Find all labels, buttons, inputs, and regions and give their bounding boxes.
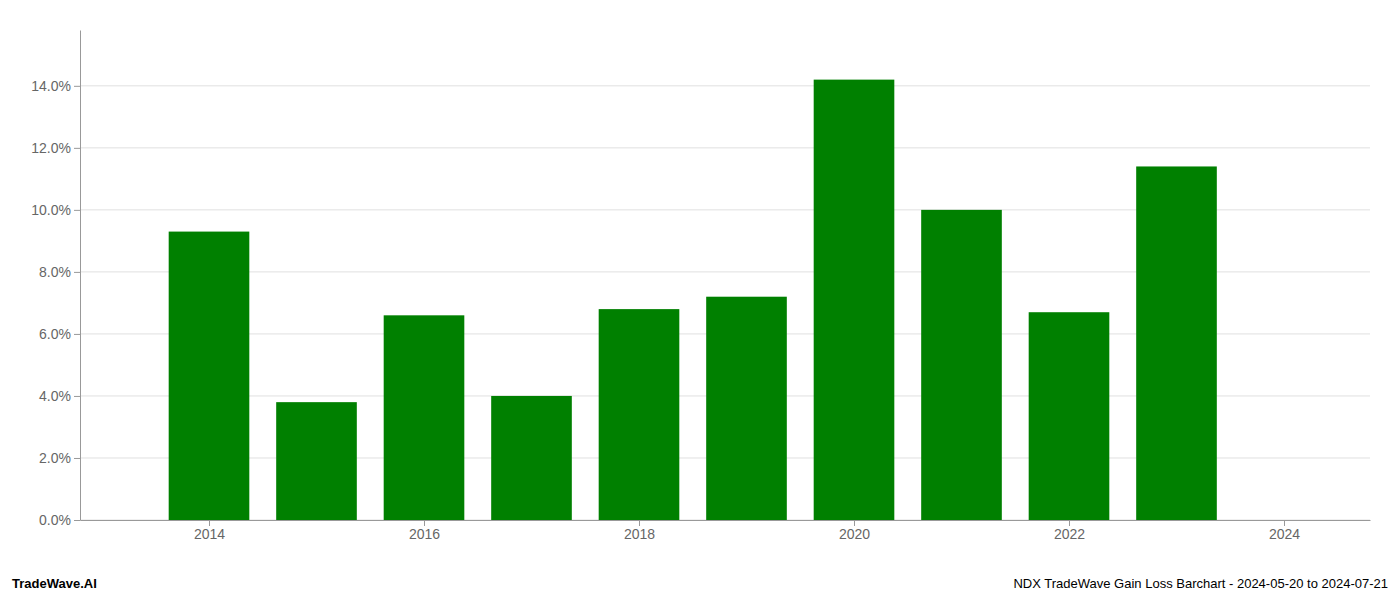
y-tick-label: 12.0%	[31, 140, 71, 156]
bar	[599, 309, 680, 520]
bar	[1136, 166, 1217, 520]
x-tick: 2016	[409, 520, 440, 542]
x-tick: 2022	[1054, 520, 1085, 542]
x-tick: 2018	[624, 520, 655, 542]
bar	[276, 402, 357, 520]
y-tick-mark	[74, 272, 80, 273]
x-tick: 2020	[839, 520, 870, 542]
bar	[706, 297, 787, 520]
x-tick: 2024	[1269, 520, 1300, 542]
bar	[1029, 312, 1110, 520]
bars	[169, 80, 1217, 520]
x-axis-line	[81, 520, 1371, 521]
x-axis: 2014 2016 2018 2020 2022 2024	[81, 520, 1371, 542]
x-tick-label: 2020	[839, 526, 870, 542]
y-tick: 10.0%	[31, 202, 80, 218]
y-tick-mark	[74, 396, 80, 397]
y-tick-label: 14.0%	[31, 78, 71, 94]
y-tick: 12.0%	[31, 140, 80, 156]
y-tick-label: 10.0%	[31, 202, 71, 218]
y-tick-label: 4.0%	[39, 388, 71, 404]
y-tick-mark	[74, 458, 80, 459]
x-tick-label: 2016	[409, 526, 440, 542]
y-tick-mark	[74, 334, 80, 335]
grid-line	[80, 147, 1370, 148]
y-tick-label: 8.0%	[39, 264, 71, 280]
x-tick: 2014	[194, 520, 225, 542]
y-tick: 8.0%	[39, 264, 80, 280]
y-tick: 0.0%	[39, 512, 80, 528]
chart-container: 2014 2016 2018 2020 2022 2024 0.0% 2.0% 4.0% 6.0%…	[0, 0, 1400, 600]
y-tick: 6.0%	[39, 326, 80, 342]
x-tick-label: 2014	[194, 526, 225, 542]
bar	[921, 210, 1002, 520]
grid-line	[80, 85, 1370, 86]
y-tick: 4.0%	[39, 388, 80, 404]
x-tick-label: 2024	[1269, 526, 1300, 542]
y-tick-label: 2.0%	[39, 450, 71, 466]
y-tick: 2.0%	[39, 450, 80, 466]
chart-svg: 2014 2016 2018 2020 2022 2024 0.0% 2.0% 4.0% 6.0%…	[0, 0, 1400, 600]
y-tick-mark	[74, 86, 80, 87]
grid	[80, 86, 1370, 520]
y-tick-label: 0.0%	[39, 512, 71, 528]
footer-left: TradeWave.AI	[12, 576, 97, 591]
y-tick-mark	[74, 520, 80, 521]
bar	[169, 232, 250, 520]
y-tick-mark	[74, 210, 80, 211]
y-tick: 14.0%	[31, 78, 80, 94]
bar	[491, 396, 572, 520]
footer-right: NDX TradeWave Gain Loss Barchart - 2024-…	[1013, 576, 1388, 591]
bar	[814, 80, 895, 520]
y-tick-label: 6.0%	[39, 326, 71, 342]
y-tick-mark	[74, 148, 80, 149]
x-tick-label: 2022	[1054, 526, 1085, 542]
x-tick-label: 2018	[624, 526, 655, 542]
bar	[384, 315, 465, 520]
y-axis: 0.0% 2.0% 4.0% 6.0% 8.0% 10.0% 12.0% 14.0%	[31, 31, 80, 528]
y-axis-line	[80, 31, 81, 521]
